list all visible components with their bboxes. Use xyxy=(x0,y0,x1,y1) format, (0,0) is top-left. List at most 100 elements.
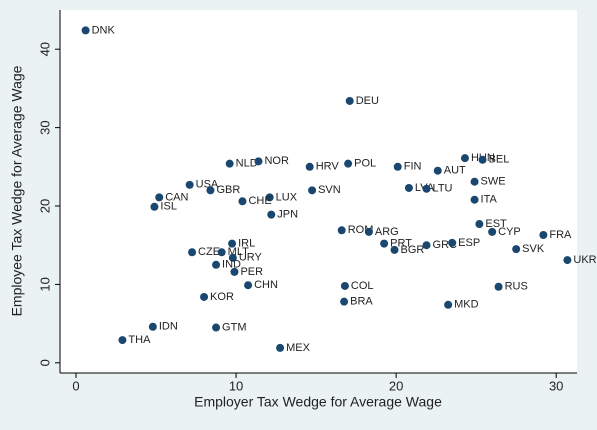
point-label: CAN xyxy=(165,191,188,203)
point xyxy=(150,202,159,211)
x-tick-label: 20 xyxy=(389,378,403,393)
y-tick-label: 30 xyxy=(37,120,52,134)
point xyxy=(230,267,239,276)
point-label: MKD xyxy=(454,299,479,311)
point-label: POL xyxy=(354,158,376,170)
point-label: CYP xyxy=(498,226,521,238)
point xyxy=(380,239,389,248)
point xyxy=(345,96,354,105)
point-label: SVK xyxy=(522,243,545,255)
point-label: ITA xyxy=(481,194,498,206)
point xyxy=(305,162,314,171)
point xyxy=(340,297,349,306)
point xyxy=(478,155,487,164)
point-label: UKR xyxy=(573,254,596,266)
point xyxy=(488,227,497,236)
point-label: ESP xyxy=(458,237,480,249)
point xyxy=(512,245,521,254)
point xyxy=(225,159,234,168)
point xyxy=(217,248,226,257)
point-label: THA xyxy=(128,334,151,346)
point xyxy=(422,184,431,193)
point xyxy=(118,336,127,345)
point xyxy=(444,300,453,309)
point-label: CHN xyxy=(254,279,278,291)
point xyxy=(148,322,157,331)
point-label: NLD xyxy=(236,158,258,170)
point-label: IRL xyxy=(238,238,255,250)
point-label: RUS xyxy=(505,281,528,293)
point xyxy=(340,281,349,290)
point-label: EST xyxy=(485,218,507,230)
point-label: ISL xyxy=(160,201,177,213)
point-label: URY xyxy=(239,252,263,264)
point xyxy=(212,323,221,332)
point-label: BRA xyxy=(350,296,373,308)
point-label: SVN xyxy=(318,184,341,196)
point-label: FIN xyxy=(404,161,422,173)
point xyxy=(188,248,197,257)
point xyxy=(81,26,90,35)
y-tick-label: 10 xyxy=(37,277,52,291)
point xyxy=(422,241,431,250)
point xyxy=(460,154,469,163)
point xyxy=(344,159,353,168)
point-label: PER xyxy=(240,266,263,278)
point-label: SWE xyxy=(481,176,506,188)
point xyxy=(337,226,346,235)
x-tick-label: 10 xyxy=(229,378,243,393)
point-label: BEL xyxy=(489,154,510,166)
point-label: LTU xyxy=(433,183,453,195)
point-label: GBR xyxy=(216,184,240,196)
point xyxy=(200,292,209,301)
point xyxy=(228,239,237,248)
point-label: COL xyxy=(351,280,374,292)
y-axis-label: Employee Tax Wedge for Average Wage xyxy=(9,65,25,316)
point xyxy=(267,210,276,219)
point xyxy=(475,220,484,229)
point xyxy=(212,260,221,269)
point-label: BGR xyxy=(401,244,425,256)
point-label: GTM xyxy=(222,321,246,333)
point-label: JPN xyxy=(277,209,298,221)
x-tick-label: 0 xyxy=(72,378,79,393)
point xyxy=(185,180,194,189)
point xyxy=(433,166,442,175)
point xyxy=(448,238,457,247)
point-label: AUT xyxy=(444,165,466,177)
point xyxy=(404,183,413,192)
point-label: LUX xyxy=(276,191,298,203)
point xyxy=(254,157,263,166)
point xyxy=(244,281,253,290)
point xyxy=(393,162,402,171)
point xyxy=(265,193,274,202)
point-label: MEX xyxy=(286,342,311,354)
point-label: KOR xyxy=(210,291,234,303)
point xyxy=(470,177,479,186)
point xyxy=(390,245,399,254)
point xyxy=(228,253,237,262)
point-label: CZE xyxy=(198,246,220,258)
y-tick-label: 20 xyxy=(37,199,52,213)
point xyxy=(238,197,247,206)
x-axis-label: Employer Tax Wedge for Average Wage xyxy=(194,394,442,410)
y-tick-label: 40 xyxy=(37,42,52,56)
point-label: ARG xyxy=(375,226,399,238)
point-label: DNK xyxy=(92,24,116,36)
point-label: NOR xyxy=(264,155,289,167)
point xyxy=(470,195,479,204)
point-label: IDN xyxy=(159,321,178,333)
x-tick-label: 30 xyxy=(549,378,563,393)
point-label: DEU xyxy=(356,95,379,107)
point xyxy=(364,227,373,236)
point xyxy=(494,282,503,291)
point xyxy=(276,343,285,352)
point-label: FRA xyxy=(549,229,572,241)
point xyxy=(206,186,215,195)
point-label: HRV xyxy=(316,161,340,173)
point xyxy=(155,193,164,202)
point xyxy=(563,256,572,265)
plot-area xyxy=(60,10,577,373)
